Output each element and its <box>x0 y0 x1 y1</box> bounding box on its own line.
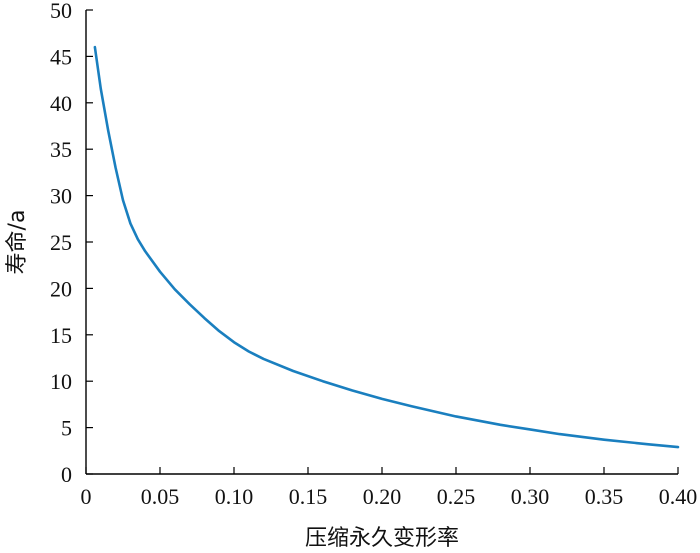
y-axis-title: 寿命/a <box>5 210 30 275</box>
x-tick-label: 0.05 <box>141 484 180 509</box>
x-tick-label: 0.30 <box>511 484 550 509</box>
x-tick-label: 0.10 <box>215 484 254 509</box>
x-ticks: 0 0.05 0.10 0.15 0.20 0.25 0.30 0.35 0.40 <box>81 467 698 509</box>
x-tick-label: 0.40 <box>659 484 698 509</box>
y-tick-label: 10 <box>50 369 72 394</box>
y-tick-label: 5 <box>61 416 72 441</box>
y-tick-label: 50 <box>50 0 72 23</box>
series-group <box>93 45 680 449</box>
y-tick-label: 40 <box>50 91 72 116</box>
x-tick-label: 0.25 <box>437 484 476 509</box>
x-axis-title: 压缩永久变形率 <box>305 526 459 551</box>
y-ticks: 0 5 10 15 20 25 30 35 40 45 50 <box>50 0 93 487</box>
axes <box>85 10 678 475</box>
y-tick-label: 0 <box>61 462 72 487</box>
series-line <box>93 45 680 449</box>
y-tick-label: 25 <box>50 230 72 255</box>
y-tick-label: 35 <box>50 137 72 162</box>
x-tick-label: 0.35 <box>585 484 624 509</box>
x-tick-label: 0 <box>81 484 92 509</box>
x-tick-label: 0.15 <box>289 484 328 509</box>
y-tick-label: 15 <box>50 323 72 348</box>
y-tick-label: 45 <box>50 44 72 69</box>
x-tick-label: 0.20 <box>363 484 402 509</box>
y-tick-label: 30 <box>50 184 72 209</box>
y-tick-label: 20 <box>50 276 72 301</box>
